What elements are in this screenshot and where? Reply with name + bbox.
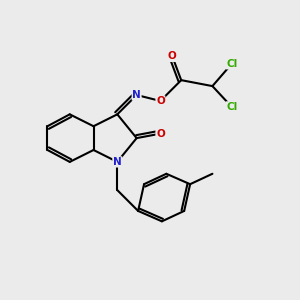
Text: O: O (156, 129, 165, 139)
Text: Cl: Cl (226, 59, 237, 69)
Text: O: O (156, 96, 165, 106)
Text: O: O (168, 51, 177, 62)
Text: N: N (113, 157, 122, 167)
Text: Cl: Cl (226, 102, 237, 112)
Text: N: N (132, 90, 141, 100)
